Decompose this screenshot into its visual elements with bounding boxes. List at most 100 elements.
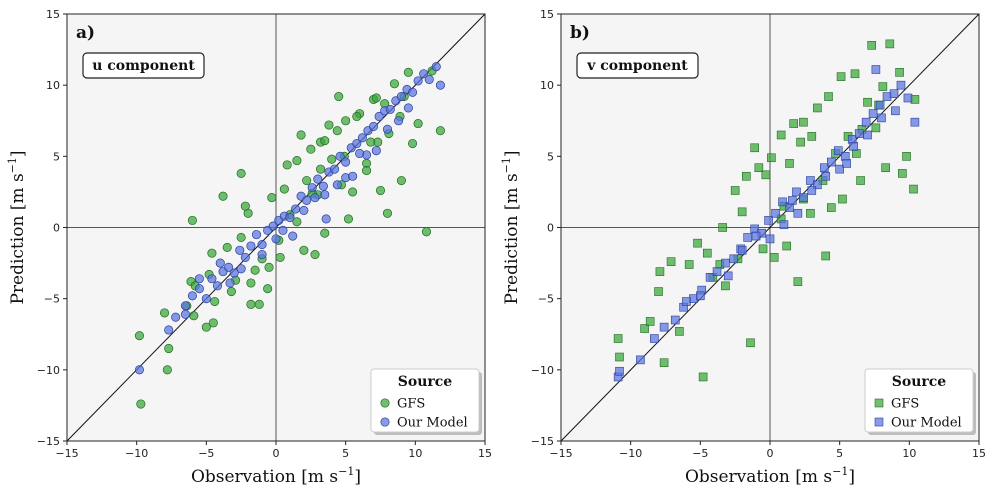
- data-point: [210, 296, 220, 307]
- data-point: [164, 325, 174, 335]
- data-point: [824, 92, 833, 101]
- data-point: [640, 324, 649, 333]
- data-point: [787, 196, 797, 205]
- data-point: [421, 227, 432, 237]
- component-label: v component: [586, 58, 688, 74]
- data-point: [730, 186, 740, 195]
- panel-b: −15−15 −10 −10 −5 −5 0 0 5 5 10 10 15 15 Observation …: [500, 8, 986, 487]
- x-tick-label: −10: [125, 447, 148, 460]
- data-point: [737, 245, 747, 255]
- data-point: [779, 220, 789, 229]
- data-point: [659, 322, 669, 332]
- data-point: [868, 109, 878, 118]
- data-point: [877, 113, 886, 123]
- y-axis-label: Prediction [m s−1]: [6, 150, 28, 304]
- data-point: [675, 327, 684, 336]
- data-point: [327, 154, 337, 164]
- data-point: [792, 187, 801, 197]
- data-point: [613, 334, 623, 343]
- data-point: [721, 281, 730, 291]
- data-point: [413, 76, 423, 86]
- data-point: [785, 203, 794, 212]
- data-point: [435, 126, 445, 136]
- data-point: [187, 215, 197, 225]
- data-point: [799, 117, 808, 127]
- x-tick-label: −15: [55, 447, 78, 460]
- data-point: [702, 248, 712, 258]
- data-point: [682, 297, 691, 306]
- y-tick-label: 0: [547, 222, 554, 235]
- data-point: [396, 92, 406, 102]
- data-point: [321, 214, 331, 224]
- data-point: [431, 62, 441, 72]
- legend-marker: [874, 417, 884, 427]
- data-point: [268, 221, 278, 231]
- data-point: [424, 74, 434, 85]
- data-point: [313, 174, 323, 184]
- data-point: [371, 93, 381, 103]
- data-point: [863, 130, 872, 140]
- data-point: [767, 153, 776, 163]
- y-tick-label: −15: [531, 435, 554, 448]
- data-point: [793, 208, 803, 218]
- data-point: [778, 197, 787, 207]
- identity-line: [560, 13, 980, 442]
- data-point: [164, 343, 174, 354]
- legend-title: Source: [398, 374, 453, 390]
- data-point: [769, 253, 779, 262]
- data-point: [861, 117, 871, 127]
- data-point: [871, 123, 881, 133]
- data-point: [903, 93, 913, 103]
- data-point: [881, 163, 890, 173]
- data-point: [729, 254, 739, 264]
- component-label-box: [82, 52, 205, 79]
- data-point: [693, 238, 702, 248]
- data-point: [368, 121, 379, 131]
- data-point: [236, 264, 246, 274]
- data-point: [885, 39, 895, 49]
- data-point: [806, 208, 815, 218]
- data-point: [307, 183, 317, 193]
- data-point: [835, 164, 844, 174]
- data-point: [254, 299, 264, 309]
- data-point: [180, 301, 190, 311]
- data-point: [335, 151, 345, 161]
- series-our-model: [613, 65, 920, 382]
- data-point: [396, 175, 406, 186]
- y-tick-label: 10: [46, 79, 60, 92]
- x-tick-label: 10: [902, 447, 916, 460]
- data-point: [413, 119, 423, 129]
- data-point: [793, 277, 803, 286]
- data-point: [352, 111, 362, 122]
- data-point: [807, 186, 817, 195]
- y-tick-label: −10: [37, 364, 60, 377]
- data-point: [240, 252, 250, 262]
- data-point: [236, 232, 246, 243]
- data-point: [240, 201, 250, 211]
- data-point: [840, 152, 850, 161]
- data-point: [389, 79, 399, 89]
- data-point: [229, 268, 239, 278]
- data-point: [180, 309, 190, 319]
- data-point: [302, 195, 312, 206]
- data-point: [341, 157, 351, 167]
- data-point: [159, 308, 170, 318]
- data-point: [225, 278, 235, 288]
- data-point: [684, 260, 694, 269]
- data-point: [742, 171, 751, 181]
- data-point: [357, 133, 367, 143]
- data-point: [348, 171, 358, 181]
- data-point: [316, 164, 326, 174]
- data-point: [871, 65, 881, 74]
- data-point: [134, 365, 145, 375]
- data-point: [895, 68, 904, 77]
- data-point: [306, 144, 316, 154]
- legend-entry-label: Our Model: [891, 416, 962, 431]
- data-point: [407, 138, 418, 149]
- y-tick-label: −10: [531, 364, 554, 377]
- data-point: [403, 103, 413, 113]
- data-point: [212, 281, 223, 291]
- data-point: [813, 103, 822, 113]
- x-tick-label: 15: [478, 447, 492, 460]
